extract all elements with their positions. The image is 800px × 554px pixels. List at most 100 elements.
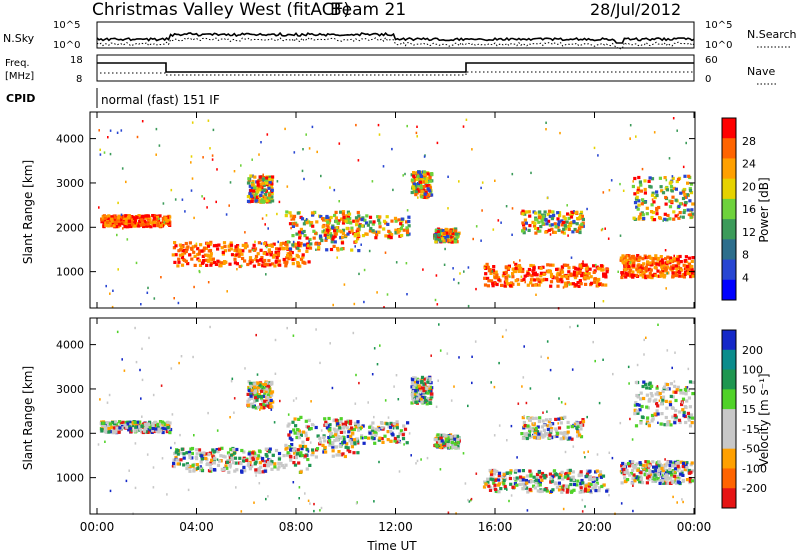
echo-cell [655, 262, 659, 266]
echo-cell [655, 386, 659, 390]
echo-cell [299, 433, 303, 437]
echo-cell [216, 247, 220, 251]
echo-cell [289, 241, 291, 244]
echo-cell [296, 264, 300, 268]
echo-cell [326, 220, 330, 224]
echo-cell [688, 479, 692, 483]
echo-cell [254, 455, 256, 459]
echo-cell [540, 478, 544, 482]
echo-cell [683, 387, 687, 392]
echo-cell [668, 157, 671, 160]
echo-cell [254, 257, 258, 261]
echo-cell [419, 397, 423, 401]
echo-cell [412, 385, 416, 389]
echo-cell [160, 420, 165, 424]
echo-cell [346, 426, 350, 430]
echo-cell [251, 451, 255, 455]
echo-cell [237, 254, 241, 258]
echo-cell [480, 239, 482, 242]
echo-cell [238, 456, 242, 460]
echo-cell [581, 490, 585, 494]
echo-cell [675, 267, 679, 271]
echo-cell [383, 227, 385, 230]
echo-cell [352, 438, 356, 442]
echo-cell [557, 211, 562, 215]
echo-cell [517, 469, 521, 473]
echo-cell [659, 422, 663, 426]
echo-cell [204, 456, 208, 460]
echo-cell [545, 222, 549, 226]
echo-cell [594, 470, 598, 474]
echo-cell [394, 231, 398, 235]
echo-cell [103, 151, 106, 154]
echo-cell [514, 468, 518, 473]
echo-cell [311, 224, 315, 228]
echo-cell [668, 467, 672, 471]
echo-cell [196, 247, 200, 251]
echo-cell [297, 230, 302, 234]
echo-cell [263, 262, 267, 266]
echo-cell [663, 212, 667, 216]
echo-cell [653, 471, 657, 475]
echo-cell [507, 264, 511, 268]
echo-cell [289, 447, 293, 451]
echo-cell [498, 424, 501, 427]
echo-cell [642, 217, 646, 221]
echo-cell [648, 381, 652, 385]
echo-cell [526, 271, 530, 276]
echo-cell [527, 228, 531, 232]
echo-cell [621, 260, 625, 264]
echo-cell [536, 478, 540, 483]
colorbar-swatch [722, 279, 736, 301]
echo-cell [341, 235, 345, 239]
echo-cell [125, 180, 127, 184]
echo-cell [304, 431, 308, 435]
echo-cell [586, 488, 591, 492]
echo-cell [372, 436, 376, 441]
echo-cell [434, 240, 438, 244]
echo-cell [495, 489, 499, 494]
echo-cell [415, 462, 417, 465]
echo-cell [587, 450, 589, 453]
echo-cell [414, 395, 417, 399]
echo-cell [216, 463, 221, 467]
echo-cell [368, 215, 373, 219]
echo-cell [612, 372, 614, 376]
echo-cell [250, 194, 254, 198]
echo-cell [628, 473, 632, 477]
echo-cell [298, 233, 302, 237]
echo-cell [182, 456, 186, 460]
echo-cell [660, 265, 664, 269]
echo-cell [597, 277, 601, 282]
echo-cell [375, 233, 379, 237]
echo-cell [251, 395, 256, 399]
echo-cell [337, 435, 341, 439]
echo-cell [665, 406, 669, 410]
echo-cell [425, 402, 429, 406]
echo-cell [130, 424, 134, 428]
echo-cell [343, 423, 347, 427]
echo-cell [637, 476, 641, 480]
colorbar-tick-label: 15 [742, 403, 756, 416]
echo-cell [271, 262, 275, 266]
colorbar-swatch [722, 158, 736, 180]
echo-cell [483, 266, 486, 270]
echo-cell [161, 216, 165, 221]
echo-cell [679, 472, 683, 476]
echo-cell [207, 411, 209, 415]
echo-cell [297, 243, 301, 247]
echo-cell [102, 225, 106, 229]
echo-cell [285, 242, 289, 246]
echo-cell [575, 210, 579, 214]
echo-cell [620, 502, 623, 505]
echo-cell [654, 469, 658, 473]
echo-cell [636, 411, 640, 415]
echo-cell [301, 255, 305, 259]
echo-cell [248, 467, 252, 471]
echo-cell [642, 380, 646, 384]
echo-cell [107, 214, 111, 218]
echo-cell [311, 448, 315, 452]
echo-cell [322, 435, 326, 439]
echo-cell [386, 293, 389, 296]
echo-cell [558, 214, 562, 218]
